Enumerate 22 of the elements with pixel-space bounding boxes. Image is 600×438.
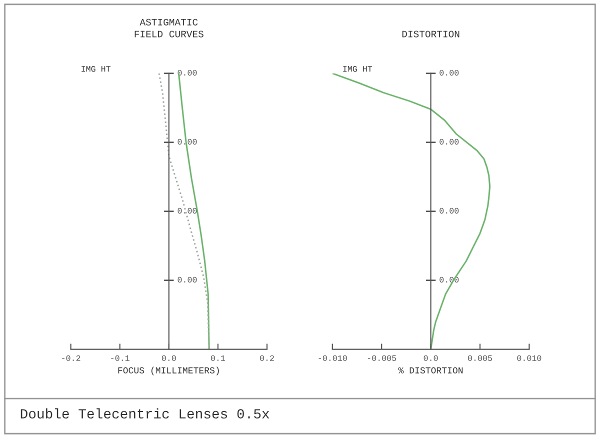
annotation: 0.00 (440, 70, 459, 76)
x-axis-title: FOCUS (MILLIMETERS) (118, 366, 219, 376)
y-axis-title: IMG HT (82, 66, 110, 72)
x-tick-label: -0.1 (111, 355, 130, 361)
y-axis-title: IMG HT (343, 66, 372, 72)
annotation: 0.00 (178, 276, 197, 283)
chart-title: DISTORTION (402, 30, 460, 38)
x-tick-label: -0.2 (62, 355, 80, 361)
annotation: 0.00 (440, 138, 459, 145)
x-tick-label: 0.1 (210, 355, 226, 361)
x-tick-label: -0.005 (368, 355, 396, 361)
x-tick-label: 0.0 (162, 355, 176, 361)
x-tick-label: 0.2 (260, 355, 274, 361)
x-tick-label: 0.010 (517, 355, 542, 361)
x-tick-label: -0.010 (318, 355, 347, 361)
x-tick-label: 0.0 (424, 355, 438, 361)
text: Double Telecentric Lenses 0.5x (20, 408, 270, 419)
annotation: 0.00 (440, 208, 459, 214)
annotation: 0.00 (178, 70, 197, 76)
x-tick-label: 0.005 (468, 355, 492, 361)
chart-title: ASTIGMATIC FIELD CURVES (134, 18, 204, 38)
x-axis-title: % DISTORTION (398, 367, 463, 374)
